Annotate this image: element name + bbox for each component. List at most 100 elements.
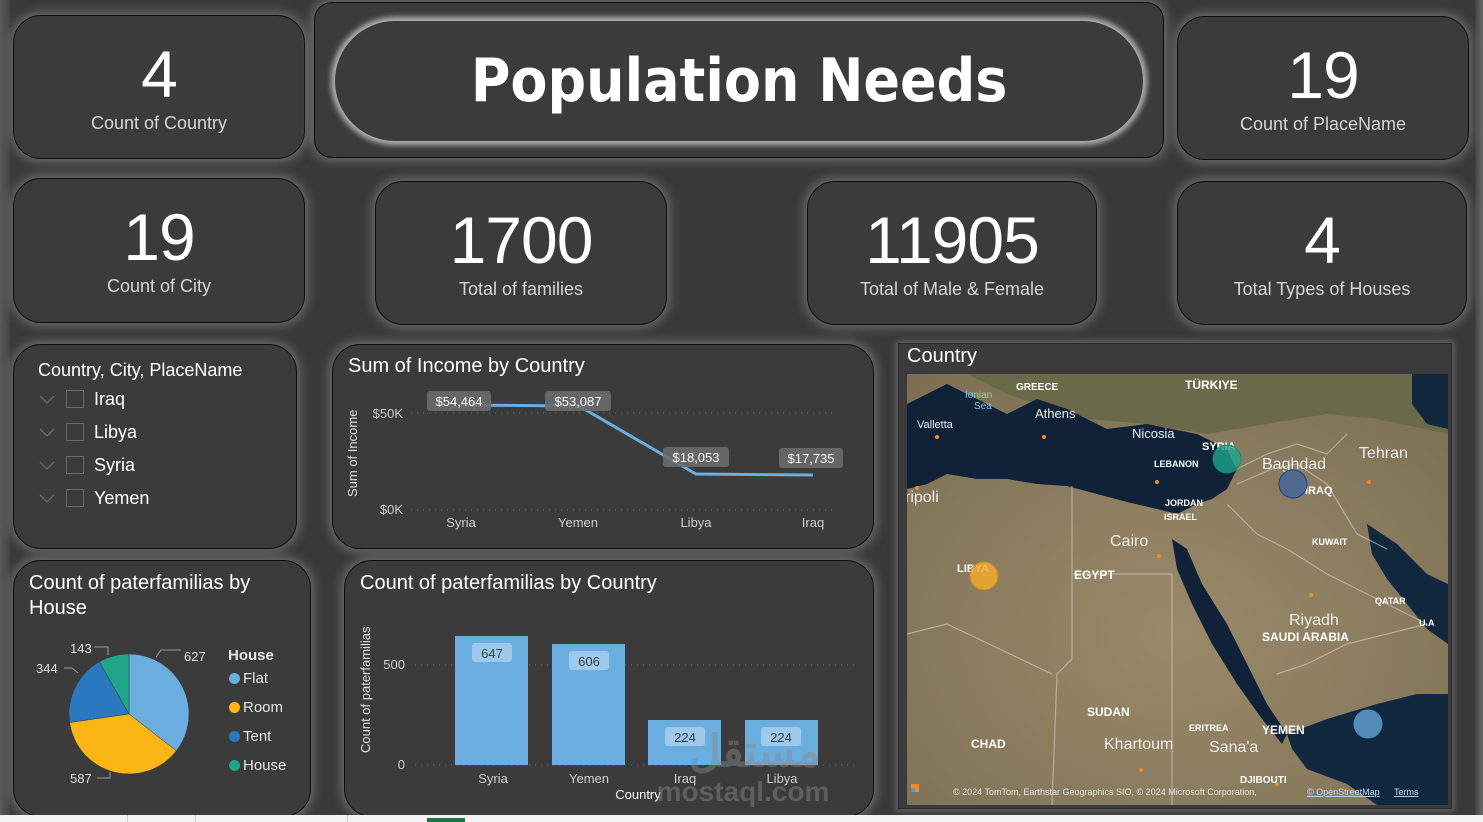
svg-text:Sana'a: Sana'a (1209, 739, 1258, 756)
svg-text:Cairo: Cairo (1110, 533, 1148, 550)
legend-dot-icon (229, 760, 240, 771)
svg-text:224: 224 (770, 730, 792, 745)
legend-item-tent[interactable]: Tent (229, 728, 271, 745)
pie-slice-room[interactable] (69, 713, 177, 775)
y-tick: 0 (398, 757, 405, 772)
kpi-count-city: 19 Count of City (13, 178, 305, 323)
checkbox[interactable] (66, 423, 84, 441)
pie-slice-house[interactable] (99, 653, 130, 715)
pie-label: 143 (70, 641, 92, 656)
x-tick: Libya (680, 515, 712, 530)
map-canvas[interactable]: GREECE TÜRKIYE Ionian Sea Athens Vallett… (907, 374, 1448, 805)
x-tick: Iraq (674, 771, 696, 786)
checkbox[interactable] (66, 489, 84, 507)
kpi-count-placename: 19 Count of PlaceName (1177, 16, 1469, 160)
income-line-chart[interactable]: Sum of Income by Country Sum of Income $… (332, 344, 874, 549)
svg-text:Baghdad: Baghdad (1262, 456, 1326, 473)
red-sea (1172, 539, 1287, 744)
slicer-title: Country, City, PlaceName (38, 360, 243, 380)
svg-text:ERITREA: ERITREA (1189, 723, 1229, 733)
pie-slice-tent[interactable] (68, 661, 130, 723)
country-borders (907, 433, 1428, 805)
pie-slice-flat[interactable] (128, 653, 190, 752)
map-title: Country (907, 345, 978, 367)
country-map-visual: Country (898, 343, 1452, 809)
chart-title: Sum of Income by Country (348, 355, 585, 377)
legend-dot-icon (229, 673, 240, 684)
terms-link[interactable]: Terms (1394, 787, 1419, 797)
svg-text:SUDAN: SUDAN (1087, 705, 1130, 719)
line-chart-plot: Sum of Income $50K $0K $54,464 $53,087 $… (345, 391, 843, 530)
data-label: 606 (569, 651, 609, 670)
legend-dot-icon (229, 702, 240, 713)
chart-title-line: House (29, 597, 87, 619)
svg-text:Ionian: Ionian (965, 390, 992, 401)
data-label: 224 (665, 727, 705, 746)
paterfamilias-bar-chart[interactable]: Count of paterfamilias by Country Count … (344, 560, 874, 817)
svg-text:647: 647 (481, 646, 503, 661)
y-tick: $0K (380, 502, 403, 517)
svg-text:Valletta: Valletta (917, 419, 954, 431)
map-bubble-yemen[interactable] (1353, 709, 1383, 739)
legend-item-flat[interactable]: Flat (229, 670, 268, 687)
openstreetmap-link[interactable]: © OpenStreetMap (1307, 787, 1380, 797)
chevron-down-icon[interactable] (38, 390, 56, 408)
x-tick: Yemen (558, 515, 598, 530)
svg-text:ripoli: ripoli (907, 489, 939, 506)
chart-title: Count of paterfamilias by Country (360, 572, 657, 594)
y-axis-title: Sum of Income (345, 410, 360, 497)
svg-text:$18,053: $18,053 (673, 450, 720, 465)
kpi-value: 4 (1304, 202, 1341, 277)
house-pie-chart[interactable]: Count of paterfamilias by House 627 143 … (13, 560, 311, 817)
svg-text:CHAD: CHAD (971, 737, 1006, 751)
svg-text:Athens: Athens (1035, 406, 1076, 421)
satellite-map[interactable]: GREECE TÜRKIYE Ionian Sea Athens Vallett… (907, 374, 1448, 805)
x-tick: Iraq (802, 515, 824, 530)
svg-text:Nicosia: Nicosia (1132, 426, 1175, 441)
legend-label: House (243, 757, 287, 774)
page-title: Population Needs (470, 46, 1008, 116)
svg-text:KUWAIT: KUWAIT (1312, 537, 1348, 547)
data-label: $53,087 (545, 391, 611, 411)
kpi-label: Total of families (458, 278, 584, 299)
legend-item-room[interactable]: Room (229, 699, 283, 716)
map-bubble-iraq[interactable] (1278, 469, 1308, 499)
kpi-value: 19 (1287, 37, 1359, 112)
kpi-count-country: 4 Count of Country (13, 15, 305, 159)
svg-text:Tehran: Tehran (1359, 445, 1408, 462)
kpi-value: 19 (123, 200, 195, 274)
y-tick: $50K (373, 406, 404, 421)
chevron-down-icon[interactable] (38, 456, 56, 474)
x-axis-title: Country (615, 787, 661, 802)
checkbox[interactable] (66, 390, 84, 408)
leader-line (64, 667, 79, 674)
tab-separator (347, 815, 348, 822)
slicer-item-libya[interactable]: Libya (38, 420, 137, 444)
svg-text:SAUDI ARABIA: SAUDI ARABIA (1262, 630, 1349, 644)
active-page-tab[interactable] (427, 818, 465, 822)
checkbox[interactable] (66, 456, 84, 474)
svg-text:EGYPT: EGYPT (1074, 568, 1115, 582)
slicer-item-syria[interactable]: Syria (38, 453, 135, 477)
svg-text:mostaql.com: mostaql.com (657, 776, 830, 807)
y-axis-title: Count of paterfamilias (358, 626, 373, 753)
kpi-label: Total Types of Houses (1233, 278, 1411, 299)
map-bubble-libya[interactable] (969, 561, 999, 591)
legend-item-house[interactable]: House (229, 757, 286, 774)
svg-text:YEMEN: YEMEN (1262, 723, 1305, 737)
slicer-item-iraq[interactable]: Iraq (38, 387, 125, 411)
hierarchy-slicer: Country, City, PlaceName Iraq Libya Syri… (13, 344, 297, 549)
slicer-item-yemen[interactable]: Yemen (38, 486, 149, 510)
chevron-down-icon[interactable] (38, 489, 56, 507)
legend-title: House (228, 647, 274, 664)
svg-text:TÜRKIYE: TÜRKIYE (1185, 377, 1238, 392)
svg-text:$54,464: $54,464 (436, 394, 483, 409)
tab-separator (195, 815, 196, 822)
map-bubble-syria[interactable] (1212, 444, 1242, 474)
svg-text:$53,087: $53,087 (555, 394, 602, 409)
income-line[interactable] (460, 403, 814, 477)
legend-label: Flat (243, 670, 269, 687)
chevron-down-icon[interactable] (38, 423, 56, 441)
kpi-label: Total of Male & Female (859, 278, 1045, 299)
right-scrollbar[interactable] (1475, 0, 1483, 815)
